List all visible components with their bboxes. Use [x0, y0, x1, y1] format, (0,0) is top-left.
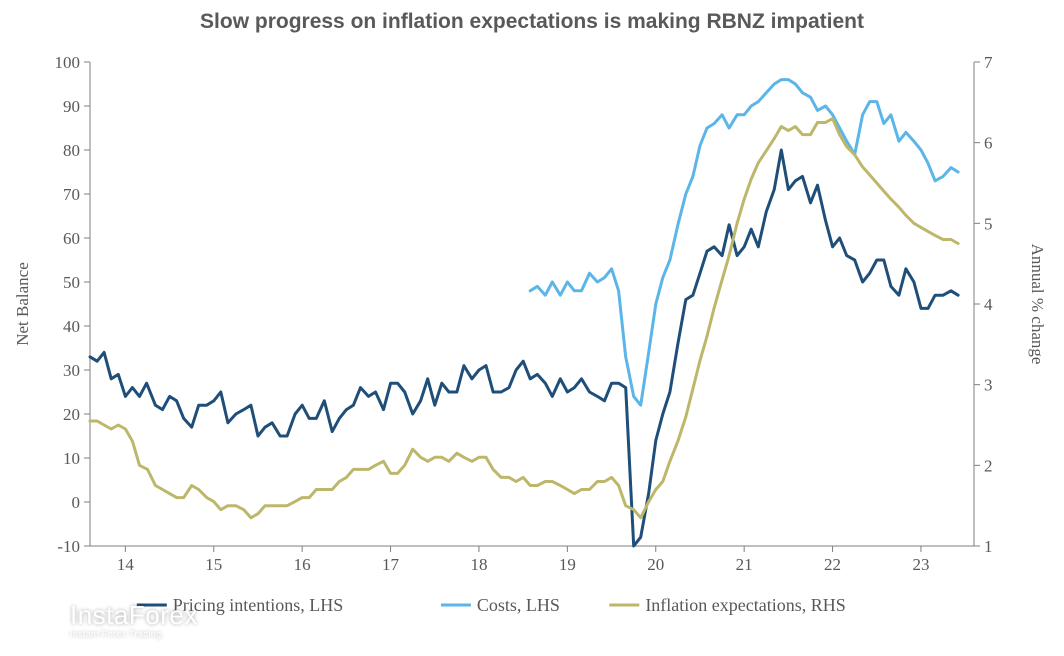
watermark-main: InstaForex — [70, 602, 198, 628]
series-line — [90, 119, 958, 518]
series-line — [530, 80, 958, 406]
watermark-icon — [18, 597, 64, 643]
series-line — [90, 150, 958, 546]
svg-text:1: 1 — [984, 537, 993, 556]
svg-text:Net Balance: Net Balance — [13, 262, 32, 346]
svg-text:18: 18 — [470, 555, 487, 574]
svg-text:23: 23 — [912, 555, 929, 574]
chart-svg: -100102030405060708090100123456714151617… — [0, 0, 1064, 651]
svg-text:-10: -10 — [57, 537, 80, 556]
svg-text:0: 0 — [72, 493, 81, 512]
svg-text:14: 14 — [117, 555, 135, 574]
chart-title: Slow progress on inflation expectations … — [0, 10, 1064, 34]
svg-text:30: 30 — [63, 361, 80, 380]
svg-text:15: 15 — [205, 555, 222, 574]
svg-text:60: 60 — [63, 229, 80, 248]
svg-text:40: 40 — [63, 317, 80, 336]
svg-text:80: 80 — [63, 141, 80, 160]
chart-root: -100102030405060708090100123456714151617… — [0, 0, 1064, 651]
svg-text:70: 70 — [63, 185, 80, 204]
svg-text:20: 20 — [647, 555, 664, 574]
legend-label: Costs, LHS — [477, 595, 560, 615]
svg-text:90: 90 — [63, 97, 80, 116]
svg-text:20: 20 — [63, 405, 80, 424]
svg-text:4: 4 — [984, 295, 993, 314]
watermark-text: InstaForex Instant Forex Trading — [70, 602, 198, 639]
svg-text:6: 6 — [984, 134, 993, 153]
svg-text:22: 22 — [824, 555, 841, 574]
svg-text:100: 100 — [55, 53, 81, 72]
legend-label: Inflation expectations, RHS — [645, 595, 845, 615]
svg-text:7: 7 — [984, 53, 993, 72]
svg-text:10: 10 — [63, 449, 80, 468]
svg-text:3: 3 — [984, 376, 993, 395]
svg-text:19: 19 — [559, 555, 576, 574]
svg-text:16: 16 — [294, 555, 311, 574]
svg-text:5: 5 — [984, 214, 993, 233]
svg-text:Annual % change: Annual % change — [1028, 244, 1047, 365]
svg-text:21: 21 — [736, 555, 753, 574]
watermark-sub: Instant Forex Trading — [70, 630, 198, 639]
svg-text:2: 2 — [984, 456, 993, 475]
svg-text:50: 50 — [63, 273, 80, 292]
svg-text:17: 17 — [382, 555, 400, 574]
watermark: InstaForex Instant Forex Trading — [18, 597, 198, 643]
legend-label: Pricing intentions, LHS — [173, 595, 343, 615]
